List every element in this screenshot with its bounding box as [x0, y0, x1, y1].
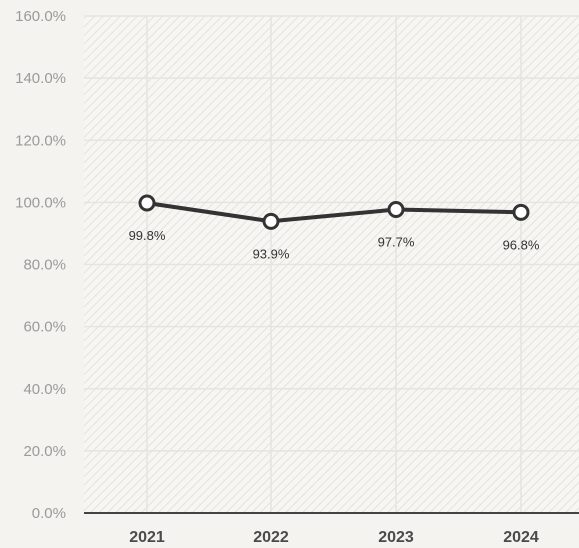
data-label: 97.7%: [378, 235, 415, 250]
y-tick-label: 140.0%: [15, 70, 66, 87]
y-tick-label: 60.0%: [23, 319, 66, 336]
labels: 99.8% 93.9% 97.7% 96.8%: [129, 228, 540, 261]
y-tick-label: 80.0%: [23, 257, 66, 274]
data-label: 99.8%: [129, 228, 166, 243]
data-point: [512, 203, 530, 221]
gridlines: [84, 15, 579, 513]
data-label: 93.9%: [253, 246, 290, 261]
x-tick-label: 2023: [378, 529, 414, 546]
y-tick-label: 160.0%: [15, 8, 66, 25]
y-tick-label: 0.0%: [32, 505, 66, 522]
series: [138, 194, 530, 230]
data-point: [262, 212, 280, 230]
x-tick-label: 2024: [503, 529, 539, 546]
y-tick-label: 40.0%: [23, 381, 66, 398]
axes: 0.0% 20.0% 40.0% 60.0% 80.0% 100.0% 120.0% 140.…: [15, 8, 579, 546]
y-tick-label: 100.0%: [15, 194, 66, 211]
y-tick-label: 20.0%: [23, 443, 66, 460]
data-point: [387, 201, 405, 219]
series-line: [145, 201, 523, 224]
data-label: 96.8%: [503, 237, 540, 252]
y-tick-label: 120.0%: [15, 132, 66, 149]
x-tick-label: 2022: [253, 529, 289, 546]
x-tick-label: 2021: [129, 529, 165, 546]
data-point: [138, 194, 156, 212]
